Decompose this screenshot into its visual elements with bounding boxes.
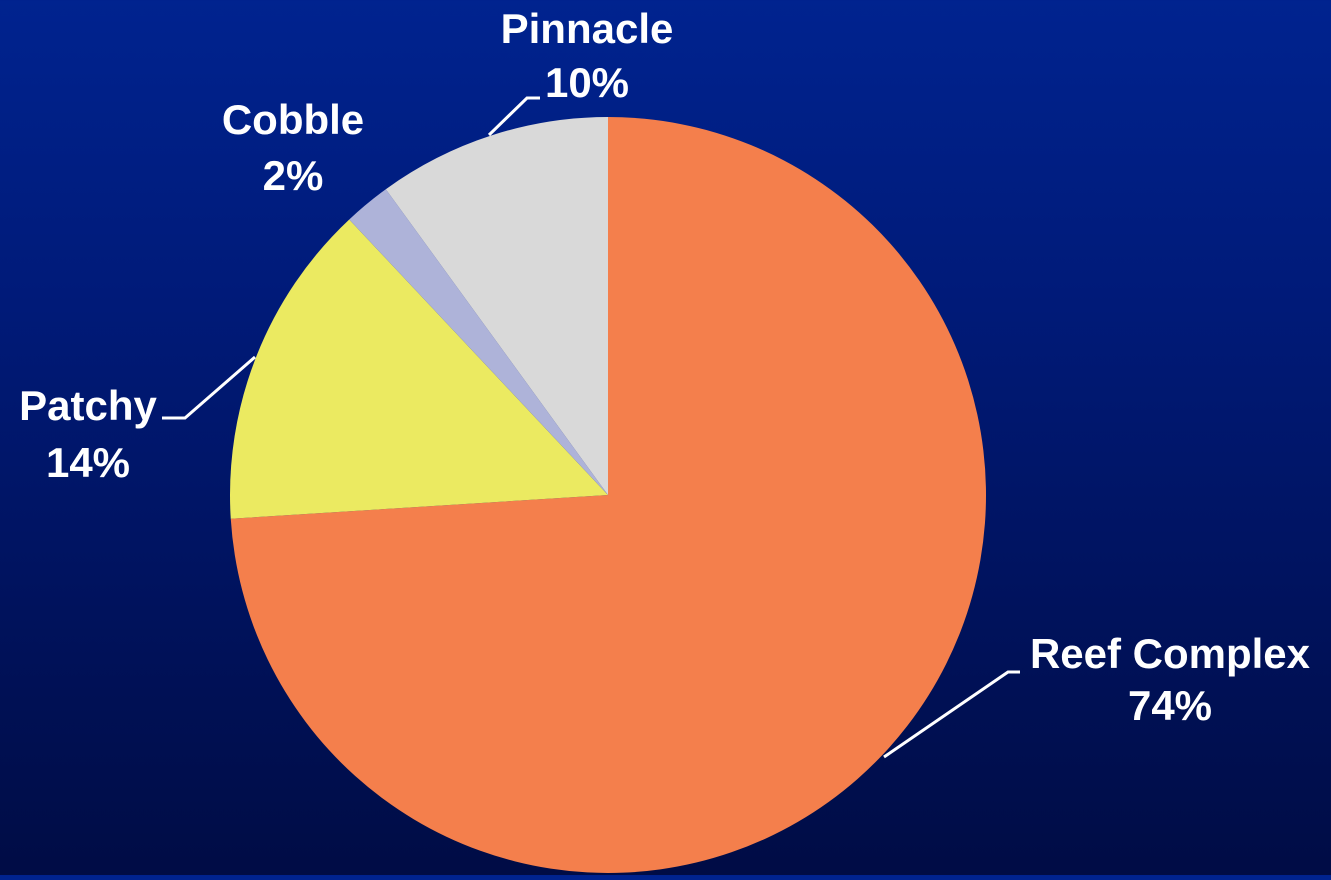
slice-label-cobble: Cobble xyxy=(222,96,364,143)
pie-slice-patchy xyxy=(230,219,608,519)
slice-label-patchy: Patchy xyxy=(19,382,157,429)
slice-value-cobble: 2% xyxy=(263,152,324,199)
slice-value-pinnacle: 10% xyxy=(545,59,629,106)
pie-slice-reef-complex xyxy=(230,117,987,873)
leader-line-pinnacle xyxy=(487,96,540,137)
slice-label-reef-complex: Reef Complex xyxy=(1030,630,1311,677)
pie-slice-cobble xyxy=(349,189,608,495)
leader-line-reef-complex xyxy=(883,670,1020,759)
pie-slices xyxy=(230,117,987,873)
leader-line-patchy xyxy=(162,355,256,420)
slice-label-pinnacle: Pinnacle xyxy=(501,5,674,52)
slice-value-patchy: 14% xyxy=(46,439,130,486)
pie-slice-pinnacle xyxy=(385,117,608,495)
slice-value-reef-complex: 74% xyxy=(1128,682,1212,729)
